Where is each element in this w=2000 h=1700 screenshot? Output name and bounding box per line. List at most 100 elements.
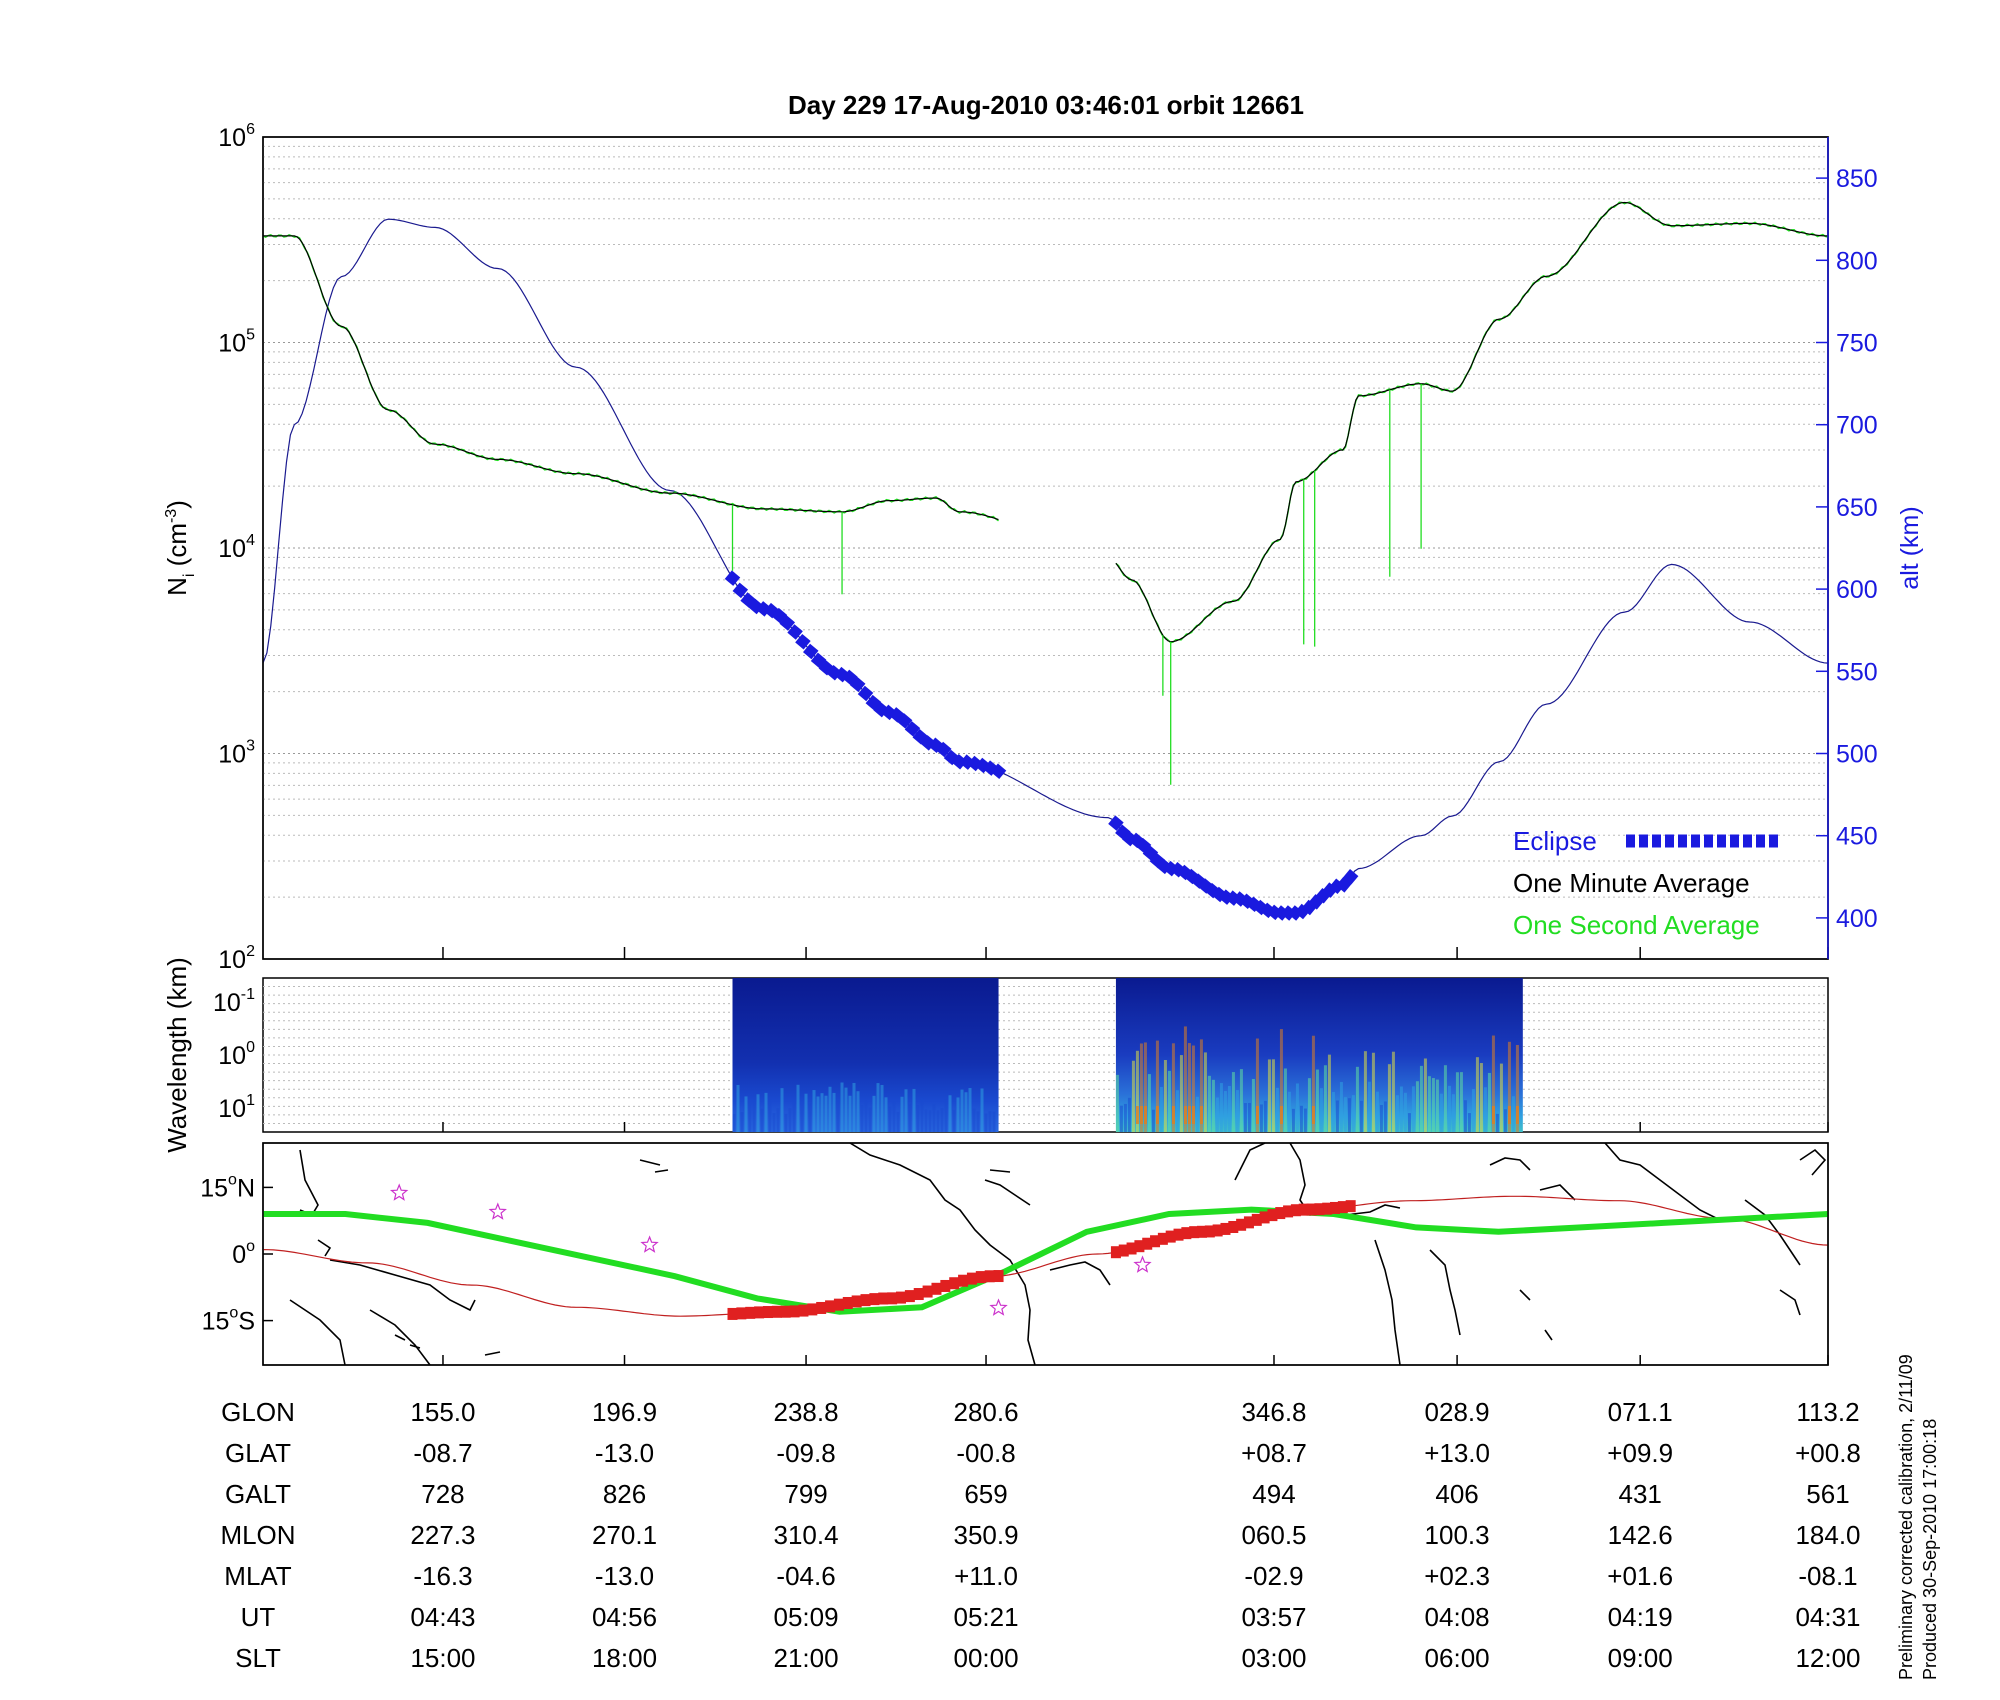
spectrogram-column: [1491, 1035, 1495, 1132]
density-tick-label: 103: [218, 738, 255, 769]
table-cell: 561: [1806, 1479, 1849, 1509]
table-cell: 142.6: [1608, 1520, 1673, 1550]
spectrogram-hot-bin: [1279, 1106, 1283, 1124]
spectrogram-column: [1143, 1042, 1147, 1132]
spectrogram-column: [900, 1096, 904, 1132]
table-cell: -13.0: [595, 1561, 654, 1591]
spectrogram-column: [752, 1099, 756, 1132]
coastline-segment: [289, 1299, 346, 1366]
table-cell: +13.0: [1424, 1438, 1490, 1468]
ground-track-eclipse-marker: [1330, 1201, 1341, 1214]
spectrogram-column: [1147, 1074, 1151, 1132]
legend-one-minute-label: One Minute Average: [1513, 868, 1750, 898]
spectrogram-column: [1415, 1081, 1419, 1132]
ground-track-eclipse-marker: [904, 1290, 915, 1303]
table-cell: 06:00: [1425, 1643, 1490, 1673]
coastline-segment: [317, 1239, 332, 1257]
density-y-axis-label: Ni (cm-3): [162, 500, 198, 596]
table-cell: 155.0: [410, 1397, 475, 1427]
spectrogram-column: [768, 1099, 772, 1132]
spectrogram-column: [1267, 1059, 1271, 1132]
ground-track-eclipse-marker: [1314, 1203, 1325, 1216]
spectrogram-column: [1391, 1051, 1395, 1132]
table-cell: -16.3: [413, 1561, 472, 1591]
spectrogram-column: [748, 1102, 752, 1132]
ground-track-eclipse-marker: [1110, 1246, 1121, 1259]
table-cell: 406: [1435, 1479, 1478, 1509]
ground-track-eclipse-marker: [1259, 1211, 1270, 1224]
spectrogram-column: [1511, 1096, 1515, 1132]
spectrogram-column: [1323, 1065, 1327, 1132]
spectrogram-column: [740, 1112, 744, 1132]
spectrogram-column: [1363, 1051, 1367, 1132]
spectrogram-hot-bin: [1255, 1106, 1259, 1124]
spectrogram-data: [732, 978, 1523, 1132]
spectrogram-column: [1431, 1078, 1435, 1132]
eclipse-marker: [857, 685, 874, 702]
table-cell: 04:43: [410, 1602, 475, 1632]
ground-track-eclipse-marker: [851, 1295, 862, 1308]
density-label-unit-exp: -3: [163, 509, 180, 523]
table-cell: 494: [1252, 1479, 1295, 1509]
eclipse-marker: [732, 582, 749, 599]
spectrogram-column: [1439, 1093, 1443, 1132]
coastline-segment: [329, 1259, 476, 1312]
spectrogram-column: [1307, 1078, 1311, 1132]
spectrogram-column: [1435, 1079, 1439, 1132]
ground-track-eclipse-marker: [1228, 1221, 1239, 1234]
coastline-segment: [984, 1169, 1031, 1206]
latitude-tick-value: 0: [232, 1241, 246, 1269]
spectrogram-column: [1203, 1052, 1207, 1132]
density-tick-base: 10: [218, 124, 246, 152]
spectrogram-column: [772, 1113, 776, 1132]
table-row-label: MLON: [220, 1520, 295, 1550]
spectrogram-column: [880, 1085, 884, 1132]
spectrogram-column: [924, 1109, 928, 1132]
spectrogram-column: [1239, 1069, 1243, 1132]
coastline-segment: [1519, 1289, 1553, 1341]
table-cell: +08.7: [1241, 1438, 1307, 1468]
ground-track-eclipse-marker: [1165, 1230, 1176, 1243]
spectrogram-column: [912, 1088, 916, 1132]
density-tick-label: 105: [218, 327, 255, 358]
production-note: Produced 30-Sep-2010 17:00:18: [1920, 1419, 1940, 1680]
ground-track-eclipse-marker: [940, 1279, 951, 1292]
spectrogram-hot-bin: [1311, 1106, 1315, 1124]
ground-track-eclipse-marker: [1212, 1224, 1223, 1237]
table-cell: -00.8: [956, 1438, 1015, 1468]
latitude-tick-label: 0o: [232, 1238, 255, 1269]
density-tick-label: 104: [218, 532, 255, 563]
ground-track-eclipse-marker: [798, 1304, 809, 1317]
table-cell: 113.2: [1796, 1397, 1859, 1427]
density-tick-exp: 4: [246, 532, 255, 549]
spectrogram-column: [984, 1113, 988, 1132]
coastline-segment: [1779, 1289, 1801, 1316]
spectrogram-column: [936, 1110, 940, 1132]
spectrogram-column: [940, 1108, 944, 1132]
spectrogram-hot-bin: [1183, 1106, 1187, 1124]
density-label-unit: (cm: [162, 523, 192, 574]
ground-track-eclipse-marker: [966, 1272, 977, 1285]
spectrogram-column: [1339, 1082, 1343, 1132]
table-cell: -08.1: [1798, 1561, 1857, 1591]
spectrogram-hot-bin: [1135, 1106, 1139, 1124]
latitude-tick-label: 15oS: [202, 1305, 255, 1336]
ground-track-eclipse-marker: [1181, 1227, 1192, 1240]
table-cell: +01.6: [1607, 1561, 1673, 1591]
table-cell: -04.6: [776, 1561, 835, 1591]
altitude-y-axis-label: alt (km): [1896, 506, 1924, 589]
ground-track-eclipse-marker: [1126, 1242, 1137, 1255]
station-star: [1133, 1255, 1152, 1273]
spectrogram-column: [1119, 1105, 1123, 1132]
table-cell: 18:00: [592, 1643, 657, 1673]
latitude-tick-degree: o: [246, 1238, 255, 1255]
table-cell: 310.4: [774, 1520, 839, 1550]
spectrogram-column: [1467, 1113, 1471, 1132]
ground-track-eclipse-marker: [878, 1292, 889, 1305]
spectrogram-column: [980, 1088, 984, 1132]
table-row-label: SLT: [235, 1643, 281, 1673]
table-cell: +02.3: [1424, 1561, 1490, 1591]
ground-track-eclipse-marker: [922, 1285, 933, 1298]
spectrogram-column: [1175, 1090, 1179, 1132]
spectrogram-column: [1495, 1113, 1499, 1132]
